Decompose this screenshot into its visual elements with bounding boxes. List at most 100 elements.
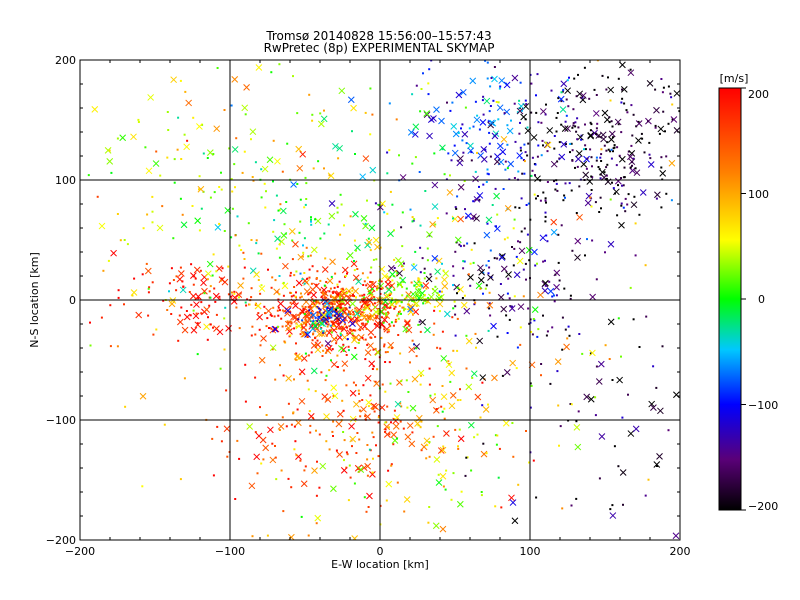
data-point-dot [413,300,416,303]
data-point-dot [374,306,377,309]
data-point-dot [610,148,613,151]
data-point-dot [384,390,387,393]
data-point-cross [246,423,254,430]
data-point-dot [660,156,663,159]
data-point-dot [277,325,279,328]
data-point-dot [107,259,110,262]
data-point-dot [370,294,373,297]
data-point-dot [565,98,568,101]
data-point-dot [259,406,261,409]
data-point-dot [629,68,632,71]
data-point-dot [278,256,281,259]
data-point-dot [660,78,663,80]
data-point-dot [306,331,309,334]
data-point-dot [473,303,476,306]
data-point-dot [558,141,561,144]
data-point-dot [361,336,364,339]
data-point-dot [617,123,620,126]
data-point-dot [660,166,663,169]
data-point-cross [629,167,636,174]
data-point-dot [339,300,342,303]
data-point-dot [196,322,199,325]
data-point-dot [366,320,369,323]
data-point-dot [401,306,404,309]
data-point-dot [576,165,579,168]
data-point-dot [380,287,383,290]
data-point-cross [509,359,517,367]
data-point-cross [399,174,407,181]
data-point-dot [188,291,191,293]
data-point-dot [369,249,372,252]
data-point-dot [530,82,533,85]
data-point-dot [519,326,522,329]
data-point-cross [266,156,274,164]
data-point-cross [627,69,635,77]
data-point-dot [401,245,404,248]
data-point-dot [360,322,363,325]
data-point-dot [600,153,603,156]
data-point-cross [310,311,317,319]
data-point-cross [518,247,526,255]
data-point-dot [377,203,380,206]
data-point-dot [411,216,414,219]
data-point-dot [544,284,547,287]
data-point-dot [361,399,364,401]
data-point-dot [343,224,345,227]
data-point-dot [172,237,175,240]
data-point-dot [611,379,614,381]
data-point-dot [608,116,611,119]
data-point-dot [436,217,439,220]
data-point-cross [368,224,376,232]
data-point-dot [393,288,396,291]
data-point-dot [554,273,557,276]
data-point-cross [321,266,329,273]
data-point-dot [513,218,516,221]
data-point-dot [144,146,147,149]
data-point-dot [345,384,348,387]
data-point-dot [163,423,166,426]
data-point-dot [315,301,318,304]
data-point-dot [395,302,398,305]
data-point-dot [357,315,360,317]
data-point-dot [146,213,149,216]
data-point-dot [601,74,604,77]
data-point-dot [208,304,211,307]
data-point-dot [365,284,368,287]
data-point-dot [318,307,320,310]
data-point-dot [560,91,563,94]
data-point-dot [238,457,241,460]
data-point-cross [668,159,676,167]
data-point-cross [350,104,357,112]
data-point-cross [321,289,329,297]
data-point-dot [363,496,366,499]
data-point-dot [390,463,393,466]
data-point-dot [611,504,614,507]
data-point-dot [215,270,218,273]
data-point-dot [515,255,518,258]
data-point-dot [589,129,592,132]
data-point-dot [529,382,532,385]
data-point-cross [491,374,498,382]
data-point-cross [628,158,636,166]
data-point-dot [425,287,428,290]
data-point-dot [577,410,580,413]
data-point-cross [330,485,337,493]
data-point-dot [414,156,417,159]
data-point-dot [407,391,410,393]
colorbar-tick-label: 0 [758,293,765,306]
data-point-dot [374,335,377,338]
y-tick-label: −100 [46,414,76,427]
data-point-dot [413,218,416,221]
data-point-cross [225,324,232,332]
data-point-cross [467,273,474,281]
data-point-dot [358,409,361,412]
data-point-dot [293,274,296,277]
data-point-cross [433,456,441,463]
data-point-dot [488,302,491,305]
data-point-dot [346,338,349,341]
data-point-dot [219,367,222,370]
data-point-dot [362,296,365,299]
data-point-dot [213,287,216,290]
data-point-dot [299,311,302,314]
data-point-dot [496,335,499,338]
